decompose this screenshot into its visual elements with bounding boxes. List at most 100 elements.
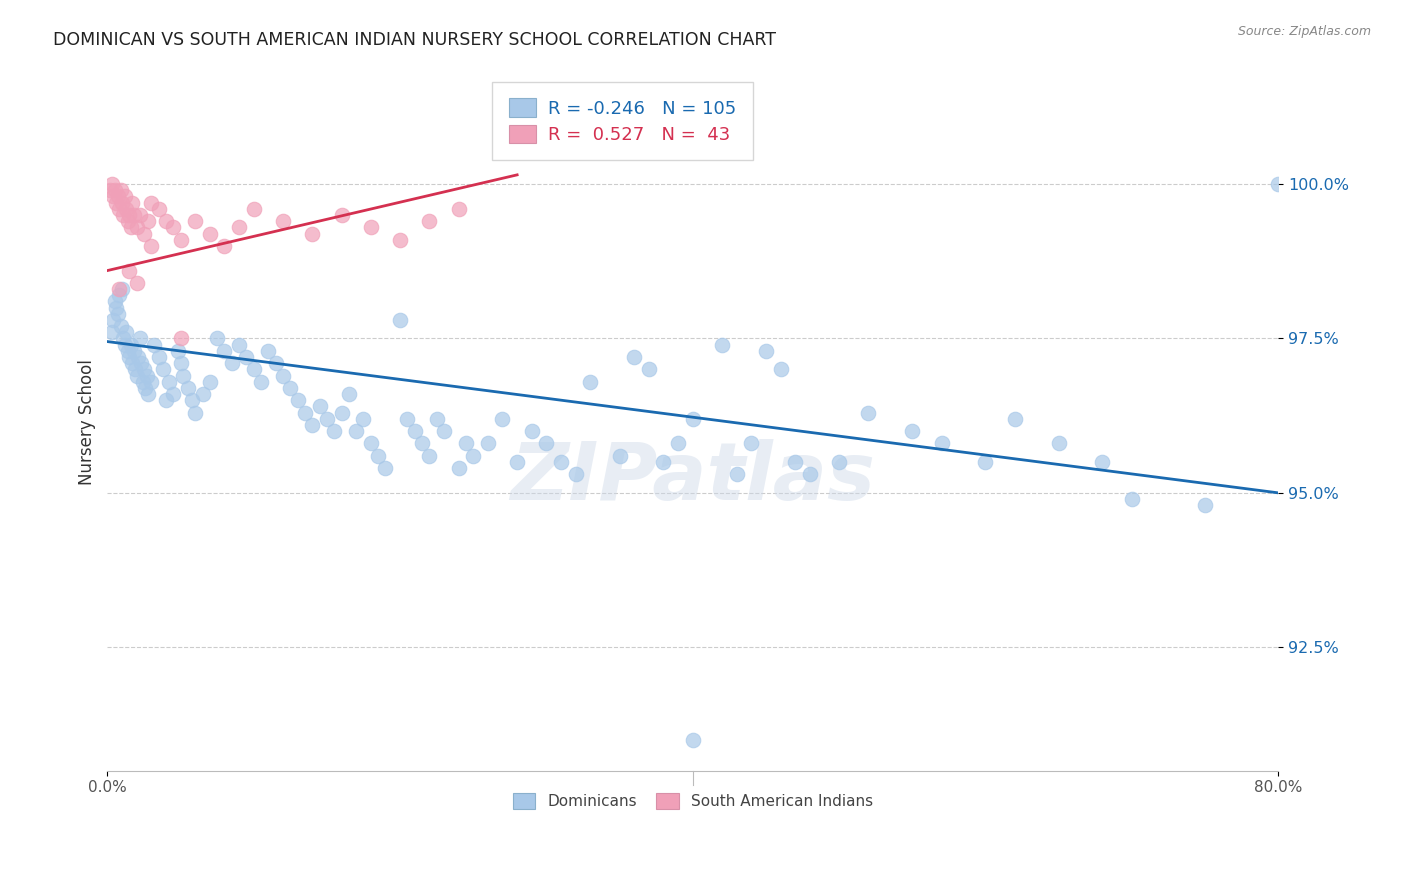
Point: [108, 282, 131, 296]
Point: [1004, 411, 1026, 425]
Point: [301, 227, 323, 241]
Point: [115, 202, 138, 216]
Point: [108, 288, 131, 302]
Point: [287, 393, 309, 408]
Point: [141, 375, 163, 389]
Point: [108, 202, 131, 216]
Point: [100, 326, 122, 340]
Point: [132, 227, 155, 241]
Point: [115, 326, 138, 340]
Point: [235, 350, 257, 364]
Point: [360, 220, 382, 235]
Point: [169, 356, 191, 370]
Point: [134, 381, 156, 395]
Point: [198, 227, 221, 241]
Point: [214, 239, 236, 253]
Point: [418, 214, 440, 228]
Point: [367, 449, 389, 463]
Point: [264, 356, 287, 370]
Point: [447, 461, 470, 475]
Point: [682, 732, 704, 747]
Point: [242, 202, 264, 216]
Point: [100, 177, 122, 191]
Point: [1267, 177, 1289, 191]
Point: [931, 436, 953, 450]
Point: [143, 337, 166, 351]
Point: [315, 411, 337, 425]
Point: [110, 319, 132, 334]
Point: [666, 436, 689, 450]
Point: [111, 282, 134, 296]
Point: [122, 343, 145, 358]
Point: [214, 343, 236, 358]
Point: [301, 417, 323, 432]
Point: [396, 411, 419, 425]
Point: [98, 183, 121, 197]
Point: [155, 214, 177, 228]
Point: [157, 375, 180, 389]
Point: [129, 356, 152, 370]
Point: [228, 220, 250, 235]
Point: [463, 449, 485, 463]
Point: [1047, 436, 1070, 450]
Point: [271, 214, 294, 228]
Point: [155, 393, 177, 408]
Point: [169, 331, 191, 345]
Point: [858, 406, 880, 420]
Point: [118, 208, 141, 222]
Point: [447, 202, 470, 216]
Point: [124, 362, 146, 376]
Point: [1194, 498, 1216, 512]
Point: [344, 424, 367, 438]
Point: [120, 220, 142, 235]
Point: [118, 263, 141, 277]
Point: [564, 467, 586, 482]
Point: [104, 183, 127, 197]
Point: [138, 214, 160, 228]
Point: [374, 461, 396, 475]
Point: [271, 368, 294, 383]
Point: [114, 189, 136, 203]
Point: [411, 436, 433, 450]
Point: [162, 387, 184, 401]
Text: Source: ZipAtlas.com: Source: ZipAtlas.com: [1237, 25, 1371, 38]
Point: [125, 220, 148, 235]
Point: [353, 411, 375, 425]
Point: [131, 375, 153, 389]
Point: [110, 183, 132, 197]
Point: [125, 276, 148, 290]
Point: [103, 189, 125, 203]
Point: [114, 337, 136, 351]
Point: [135, 368, 157, 383]
Point: [205, 331, 228, 345]
Point: [103, 313, 125, 327]
Legend: Dominicans, South American Indians: Dominicans, South American Indians: [506, 787, 879, 815]
Point: [184, 214, 207, 228]
Point: [454, 436, 477, 450]
Point: [389, 233, 412, 247]
Point: [118, 350, 141, 364]
Point: [536, 436, 558, 450]
Point: [162, 220, 184, 235]
Point: [184, 406, 207, 420]
Point: [191, 387, 214, 401]
Text: DOMINICAN VS SOUTH AMERICAN INDIAN NURSERY SCHOOL CORRELATION CHART: DOMINICAN VS SOUTH AMERICAN INDIAN NURSE…: [53, 31, 776, 49]
Point: [323, 424, 346, 438]
Point: [107, 189, 129, 203]
Point: [623, 350, 645, 364]
Point: [974, 455, 997, 469]
Point: [177, 381, 200, 395]
Point: [901, 424, 924, 438]
Point: [198, 375, 221, 389]
Point: [278, 381, 301, 395]
Point: [141, 239, 163, 253]
Point: [682, 411, 704, 425]
Point: [128, 208, 150, 222]
Point: [148, 202, 170, 216]
Point: [112, 208, 135, 222]
Point: [107, 307, 129, 321]
Point: [550, 455, 572, 469]
Point: [1121, 491, 1143, 506]
Point: [257, 343, 280, 358]
Point: [221, 356, 243, 370]
